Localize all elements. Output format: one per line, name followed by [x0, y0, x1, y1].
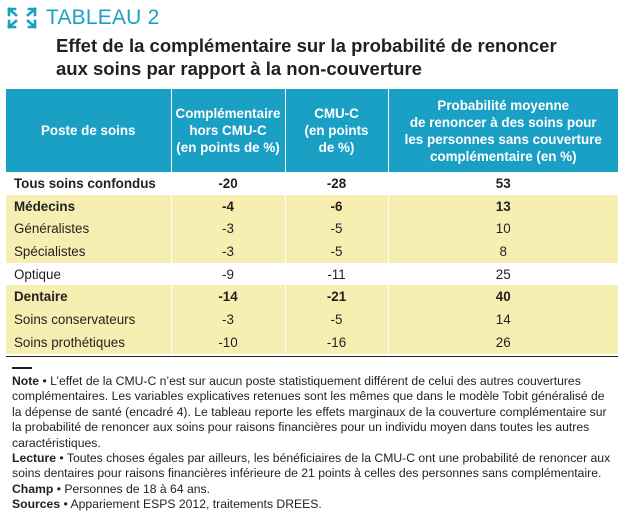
row-cmuc-cell: -5: [285, 308, 389, 331]
row-name-cell: Médecins: [6, 194, 172, 218]
table-row: Tous soins confondus -20 -28 53: [6, 172, 618, 195]
notes-rule: [12, 367, 32, 369]
row-cmuc-cell: -28: [285, 172, 389, 195]
row-probabilite-cell: 13: [388, 194, 618, 218]
row-probabilite-cell: 25: [388, 262, 618, 286]
data-table: Poste de soins Complémentaire hors CMU-C(…: [6, 89, 618, 354]
row-complementaire-cell: -3: [171, 217, 286, 241]
row-name-cell: Généralistes: [6, 217, 172, 241]
table-header: TABLEAU 2 Effet de la complémentaire sur…: [6, 4, 618, 80]
champ-paragraph: Champ • Personnes de 18 à 64 ans.: [12, 481, 211, 496]
row-name-cell: Dentaire: [6, 285, 172, 309]
row-probabilite-cell: 26: [388, 330, 618, 354]
row-probabilite-cell: 8: [388, 240, 618, 263]
table-row: Dentaire -14 -21 40: [6, 285, 618, 309]
lecture-paragraph: Lecture • Toutes choses égales par aille…: [12, 451, 611, 481]
column-header-complementaire: Complémentaire hors CMU-C (en points de %): [171, 89, 286, 172]
row-probabilite-cell: 40: [388, 285, 618, 309]
notes-section: Note • L’effet de la CMU-C n’est sur auc…: [12, 374, 612, 513]
tableau-label: TABLEAU 2: [46, 6, 160, 29]
table-title: Effet de la complémentaire sur la probab…: [56, 34, 618, 80]
column-header-probabilite: Probabilité moyenne de renoncer à des soi…: [388, 89, 618, 172]
row-cmuc-cell: -11: [285, 262, 389, 286]
row-complementaire-cell: -3: [171, 308, 286, 331]
row-complementaire-cell: -4: [171, 194, 286, 218]
table-bottom-rule: [6, 356, 618, 357]
row-name-cell: Tous soins confondus: [6, 172, 172, 195]
expand-arrows-icon: [7, 7, 37, 29]
row-probabilite-cell: 10: [388, 217, 618, 241]
column-header-poste: Poste de soins: [6, 89, 172, 172]
label-row: TABLEAU 2: [6, 4, 618, 32]
title-line-1: Effet de la complémentaire sur la probab…: [56, 35, 557, 56]
row-cmuc-cell: -21: [285, 285, 389, 309]
row-cmuc-cell: -5: [285, 217, 389, 241]
row-probabilite-cell: 14: [388, 308, 618, 331]
table-row: Généralistes -3 -5 10: [6, 217, 618, 241]
row-name-cell: Soins prothétiques: [6, 330, 172, 354]
note-paragraph: Note • L’effet de la CMU-C n’est sur auc…: [12, 374, 607, 450]
table-header-row: Poste de soins Complémentaire hors CMU-C(…: [6, 89, 618, 172]
row-complementaire-cell: -3: [171, 240, 286, 263]
row-name-cell: Soins conservateurs: [6, 308, 172, 331]
row-complementaire-cell: -9: [171, 262, 286, 286]
row-complementaire-cell: -14: [171, 285, 286, 309]
row-name-cell: Spécialistes: [6, 240, 172, 263]
table-row: Optique -9 -11 25: [6, 262, 618, 286]
title-line-2: aux soins par rapport à la non-couvertur…: [56, 58, 422, 79]
table-row: Médecins -4 -6 13: [6, 194, 618, 218]
table-row: Soins conservateurs -3 -5 14: [6, 308, 618, 331]
sources-paragraph: Sources • Appariement ESPS 2012, traitem…: [12, 497, 322, 512]
table-row: Spécialistes -3 -5 8: [6, 240, 618, 263]
table-row: Soins prothétiques -10 -16 26: [6, 330, 618, 354]
column-header-cmuc: CMU-C (en points de %): [285, 89, 389, 172]
row-name-cell: Optique: [6, 262, 172, 286]
row-probabilite-cell: 53: [388, 172, 618, 195]
row-cmuc-cell: -6: [285, 194, 389, 218]
row-cmuc-cell: -5: [285, 240, 389, 263]
row-complementaire-cell: -20: [171, 172, 286, 195]
row-complementaire-cell: -10: [171, 330, 286, 354]
row-cmuc-cell: -16: [285, 330, 389, 354]
